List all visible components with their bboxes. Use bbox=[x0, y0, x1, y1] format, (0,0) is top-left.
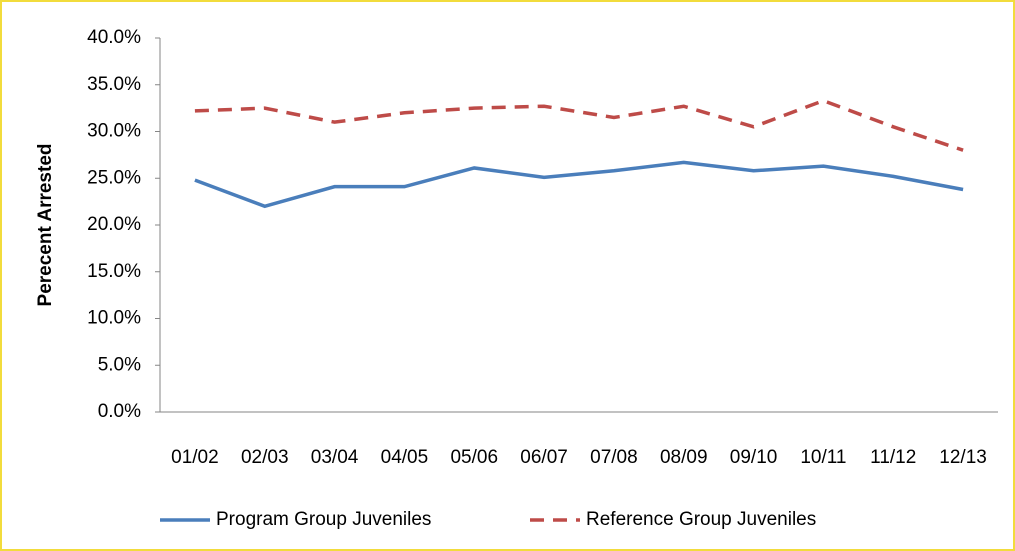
x-tick-label: 10/11 bbox=[800, 447, 846, 468]
x-tick-label: 08/09 bbox=[660, 447, 708, 468]
x-tick-label: 06/07 bbox=[520, 447, 568, 468]
x-tick-label: 02/03 bbox=[241, 447, 289, 468]
x-tick-label: 03/04 bbox=[311, 447, 359, 468]
y-tick-label: 5.0% bbox=[98, 354, 141, 375]
y-tick-label: 25.0% bbox=[87, 167, 141, 188]
x-tick-label: 12/13 bbox=[939, 447, 987, 468]
x-tick-label: 11/12 bbox=[870, 447, 916, 468]
y-axis-title: Perecent Arrested bbox=[35, 144, 56, 307]
x-tick-label: 01/02 bbox=[171, 447, 219, 468]
legend-label: Program Group Juveniles bbox=[216, 509, 431, 530]
legend-label: Reference Group Juveniles bbox=[586, 509, 816, 530]
y-tick-label: 0.0% bbox=[98, 401, 141, 422]
y-tick-label: 10.0% bbox=[87, 308, 141, 329]
y-tick-label: 15.0% bbox=[87, 261, 141, 282]
series-line bbox=[194, 160, 964, 209]
y-tick-label: 40.0% bbox=[87, 27, 141, 48]
series-line bbox=[194, 98, 964, 152]
y-tick-label: 20.0% bbox=[87, 214, 141, 235]
y-tick-label: 35.0% bbox=[87, 74, 141, 95]
y-tick-label: 30.0% bbox=[87, 121, 141, 142]
x-tick-label: 07/08 bbox=[590, 447, 638, 468]
x-tick-label: 04/05 bbox=[381, 447, 429, 468]
x-tick-label: 05/06 bbox=[450, 447, 498, 468]
x-tick-label: 09/10 bbox=[730, 447, 778, 468]
